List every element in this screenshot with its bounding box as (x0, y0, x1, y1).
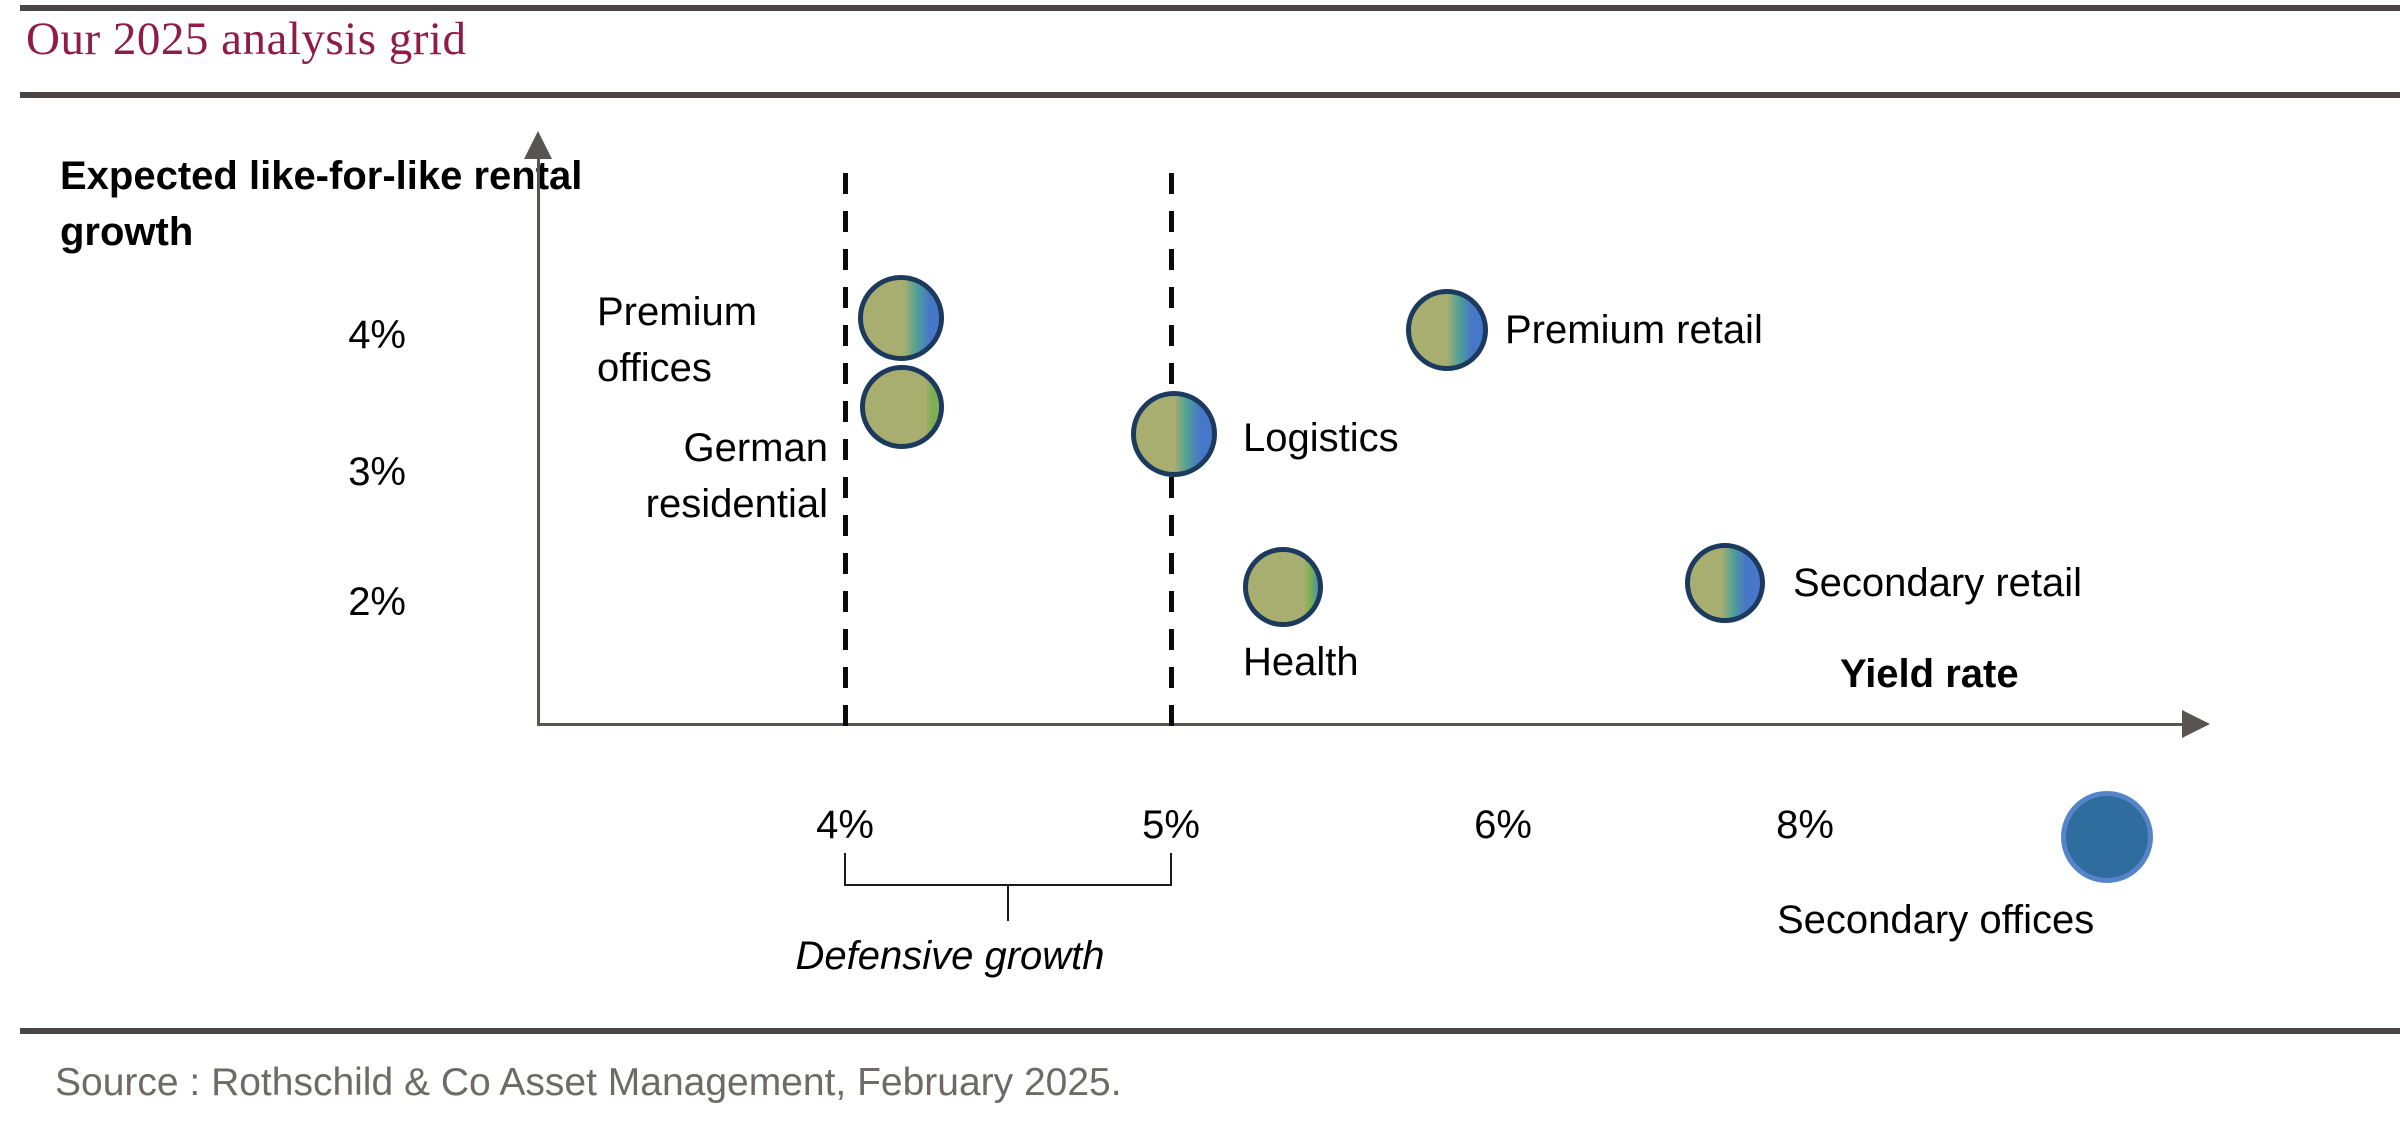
defensive-growth-label: Defensive growth (795, 934, 1105, 978)
bubble-secondary-offices (2061, 791, 2153, 883)
bubble-premium-offices (858, 275, 944, 361)
title-divider (20, 92, 2400, 98)
label-secondary-retail: Secondary retail (1793, 561, 2083, 605)
label-health: Health (1243, 640, 1359, 684)
bottom-divider (20, 1028, 2400, 1034)
arrow-up-icon (524, 131, 552, 159)
x-axis-line (538, 723, 2184, 726)
bubble-premium-retail (1406, 289, 1488, 371)
bubble-secondary-retail (1685, 543, 1765, 623)
dashed-guide-line (843, 173, 848, 727)
y-axis-title: Expected like-for-like rental growth (60, 154, 583, 254)
source-text: Source : Rothschild & Co Asset Managemen… (55, 1061, 1122, 1104)
label-premium-retail: Premium retail (1505, 308, 1763, 352)
x-tick-label: 6% (1474, 803, 1532, 847)
bracket-stem (1007, 884, 1009, 921)
bubble-german-residential (860, 365, 944, 449)
y-tick-label: 4% (348, 313, 406, 357)
bubble-logistics (1131, 391, 1217, 477)
y-axis-line (537, 156, 540, 726)
bubble-health (1243, 547, 1323, 627)
bracket-right-tick (1170, 853, 1172, 884)
page-title: Our 2025 analysis grid (26, 13, 467, 65)
y-tick-label: 3% (348, 450, 406, 494)
label-logistics: Logistics (1243, 416, 1399, 460)
y-tick-label: 2% (348, 580, 406, 624)
arrow-right-icon (2182, 710, 2210, 738)
x-axis-title: Yield rate (1840, 652, 2019, 696)
x-tick-label: 8% (1776, 803, 1834, 847)
x-tick-label: 5% (1142, 803, 1200, 847)
label-secondary-offices: Secondary offices (1777, 898, 2095, 942)
label-premium-offices: Premium offices (597, 290, 758, 390)
label-german-residential: German residential (645, 426, 828, 526)
x-tick-label: 4% (816, 803, 874, 847)
bracket-left-tick (844, 853, 846, 884)
top-divider (20, 5, 2400, 11)
